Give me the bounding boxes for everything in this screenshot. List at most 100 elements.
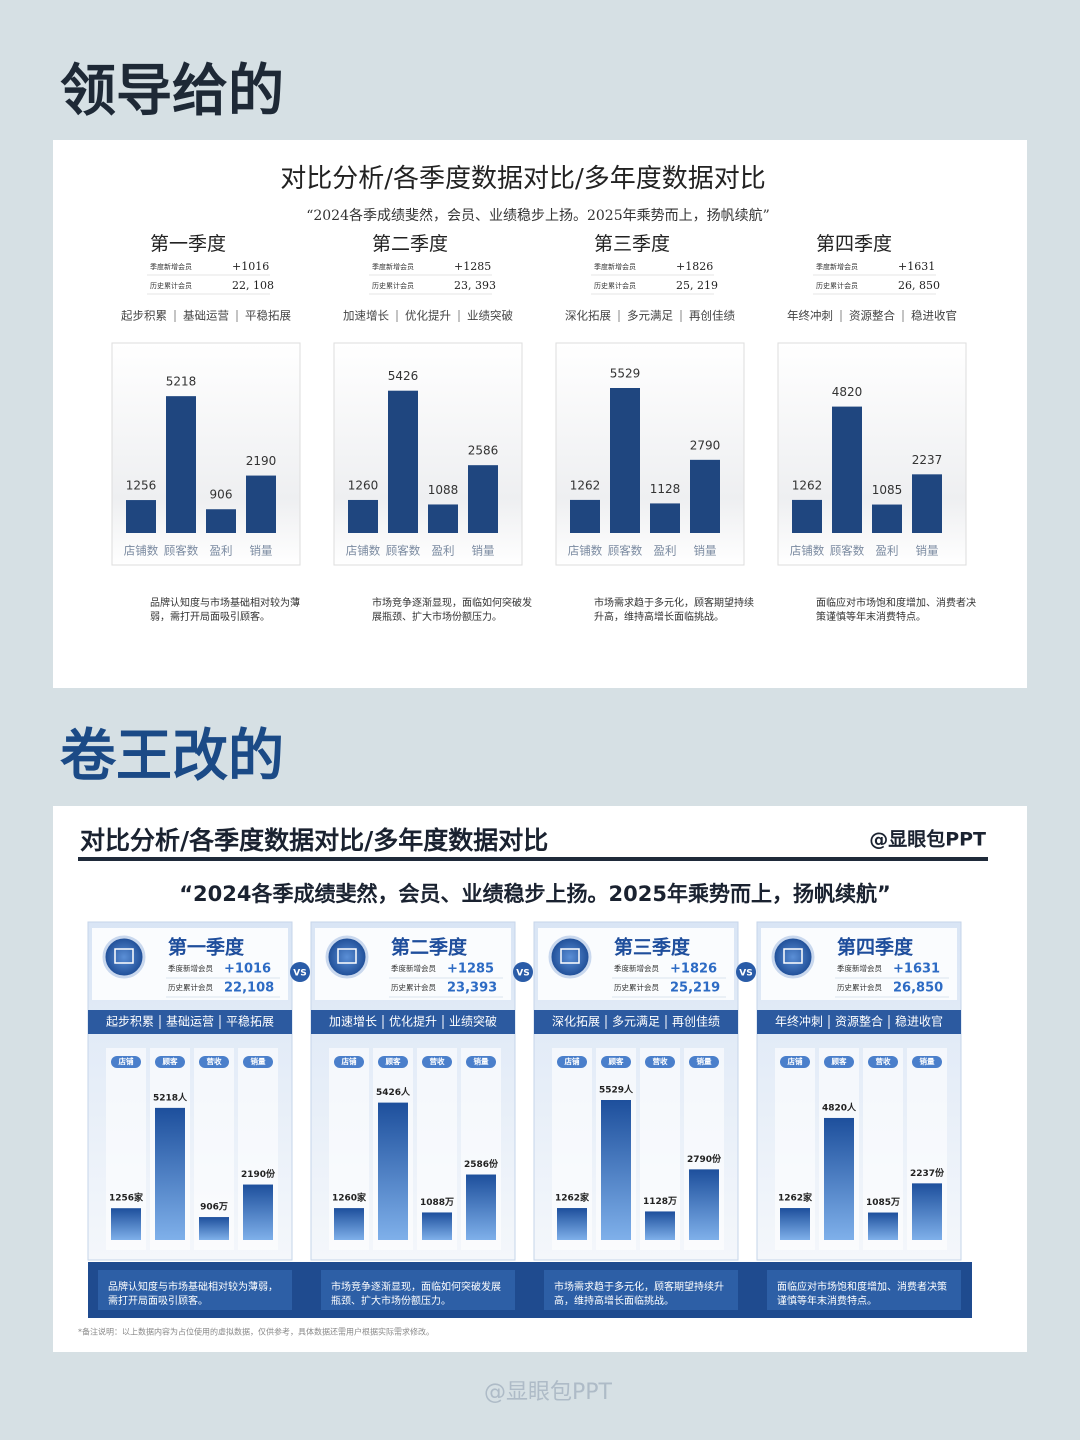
value-label: 2586 xyxy=(468,444,499,458)
category-pill xyxy=(689,1056,719,1068)
value-label: 1128 xyxy=(650,482,681,496)
tag: 加速增长 xyxy=(329,1015,377,1029)
value-label: 1260 xyxy=(348,478,379,492)
bar xyxy=(557,1208,587,1240)
tag: 平稳拓展 xyxy=(245,309,291,323)
tag-bar xyxy=(311,1010,515,1034)
category-pill xyxy=(155,1056,185,1068)
tag: 基础运营 xyxy=(183,309,229,323)
stat-value: +1631 xyxy=(898,260,935,273)
category-label: 店铺 xyxy=(342,1056,357,1066)
bar xyxy=(780,1208,810,1240)
bar xyxy=(872,504,902,533)
category-label: 顾客数 xyxy=(608,544,643,558)
category-label: 顾客 xyxy=(832,1056,847,1066)
icon xyxy=(771,935,815,979)
icon-glyph xyxy=(114,948,134,964)
category-label: 店铺数 xyxy=(790,544,825,558)
description: 市场需求趋于多元化，顾客期望持续升高，维持高增长面临挑战。 xyxy=(594,598,754,623)
bar xyxy=(912,474,942,533)
category-label: 顾客数 xyxy=(164,544,199,558)
stat-value: +1016 xyxy=(232,260,269,273)
vs-text: VS xyxy=(516,969,529,979)
tag: 再创佳绩 xyxy=(672,1015,720,1029)
description: 面临应对市场饱和度增加、消费者决策谨慎等年末消费特点。 xyxy=(777,1282,947,1307)
category-label: 销量 xyxy=(920,1056,935,1066)
category-label: 顾客数 xyxy=(386,544,421,558)
stat-label: 季度新增会员 xyxy=(150,262,192,271)
tag: 年终冲刺 xyxy=(787,309,833,323)
icon xyxy=(548,935,592,979)
category-label: 盈利 xyxy=(210,544,233,558)
stat-value: +1631 xyxy=(893,962,940,977)
bar xyxy=(155,1107,185,1240)
bar xyxy=(126,500,156,533)
value-label: 1256家 xyxy=(109,1192,144,1204)
stat-value: 26, 850 xyxy=(898,279,940,292)
description: 市场竞争逐渐显现，面临如何突破发展瓶颈、扩大市场份额压力。 xyxy=(372,598,532,623)
bar xyxy=(689,1169,719,1240)
category-label: 盈利 xyxy=(432,544,455,558)
value-label: 1128万 xyxy=(643,1196,677,1207)
icon-glyph xyxy=(783,948,803,964)
category-pill xyxy=(111,1056,141,1068)
quote: “2024各季成绩斐然，会员、业绩稳步上扬。2025年乘势而上，扬帆续航” xyxy=(306,207,770,224)
desc-box xyxy=(321,1270,515,1310)
bar xyxy=(388,390,418,533)
stat-label: 历史累计会员 xyxy=(372,281,414,290)
category-pill xyxy=(243,1056,273,1068)
category-label: 盈利 xyxy=(876,544,899,558)
value-label: 2790份 xyxy=(687,1153,722,1165)
value-label: 2190份 xyxy=(241,1168,276,1180)
stat-value: +1285 xyxy=(454,260,491,273)
bar xyxy=(601,1100,631,1240)
bar xyxy=(792,499,822,533)
title: 对比分析/各季度数据对比/多年度数据对比 xyxy=(80,826,548,855)
category-label: 销量 xyxy=(251,1056,266,1066)
bar xyxy=(206,509,236,533)
section-header: 领导给的 xyxy=(60,59,284,124)
description: 品牌认知度与市场基础相对较为薄弱，需打开局面吸引顾客。 xyxy=(150,598,300,623)
quarter-name: 第一季度 xyxy=(150,233,226,255)
stat-label: 历史累计会员 xyxy=(594,281,636,290)
title-rule xyxy=(78,857,988,861)
bar xyxy=(111,1208,141,1240)
tag: 深化拓展 xyxy=(565,309,611,323)
tag: 稳进收官 xyxy=(895,1014,943,1029)
category-label: 销量 xyxy=(697,1056,712,1066)
vs-badge xyxy=(290,962,310,982)
stat-value: 22, 108 xyxy=(232,279,274,292)
bar xyxy=(824,1117,854,1240)
bar xyxy=(422,1212,452,1240)
value-label: 1088 xyxy=(428,483,459,497)
description: 市场竞争逐渐显现，面临如何突破发展瓶颈、扩大市场份额压力。 xyxy=(331,1282,501,1307)
value-label: 2790 xyxy=(690,438,721,452)
bar xyxy=(570,499,600,533)
vs-badge xyxy=(736,962,756,982)
stat-label: 历史累计会员 xyxy=(614,982,659,992)
description: 品牌认知度与市场基础相对较为薄弱，需打开局面吸引顾客。 xyxy=(108,1282,278,1307)
bar xyxy=(334,1208,364,1240)
category-pill xyxy=(868,1056,898,1068)
category-label: 营收 xyxy=(207,1056,222,1066)
category-label: 店铺 xyxy=(565,1056,580,1066)
value-label: 5218 xyxy=(166,375,197,389)
category-label: 顾客 xyxy=(386,1056,401,1066)
note: *备注说明：以上数据内容为占位使用的虚拟数据，仅供参考，具体数据还需用户根据实际… xyxy=(78,1327,434,1337)
value-label: 4820人 xyxy=(822,1101,857,1113)
bar xyxy=(832,406,862,533)
stat-label: 历史累计会员 xyxy=(391,982,436,992)
category-label: 店铺数 xyxy=(346,544,381,558)
stat-label: 历史累计会员 xyxy=(837,982,882,992)
category-label: 营收 xyxy=(876,1056,891,1066)
stat-value: 25, 219 xyxy=(676,279,718,292)
category-label: 销量 xyxy=(472,544,495,558)
category-pill xyxy=(912,1056,942,1068)
category-label: 销量 xyxy=(474,1056,489,1066)
tag: 业绩突破 xyxy=(467,309,513,323)
tag: 起步积累 xyxy=(106,1015,154,1029)
desc-box xyxy=(767,1270,961,1310)
bar xyxy=(468,465,498,533)
category-label: 店铺数 xyxy=(568,544,603,558)
